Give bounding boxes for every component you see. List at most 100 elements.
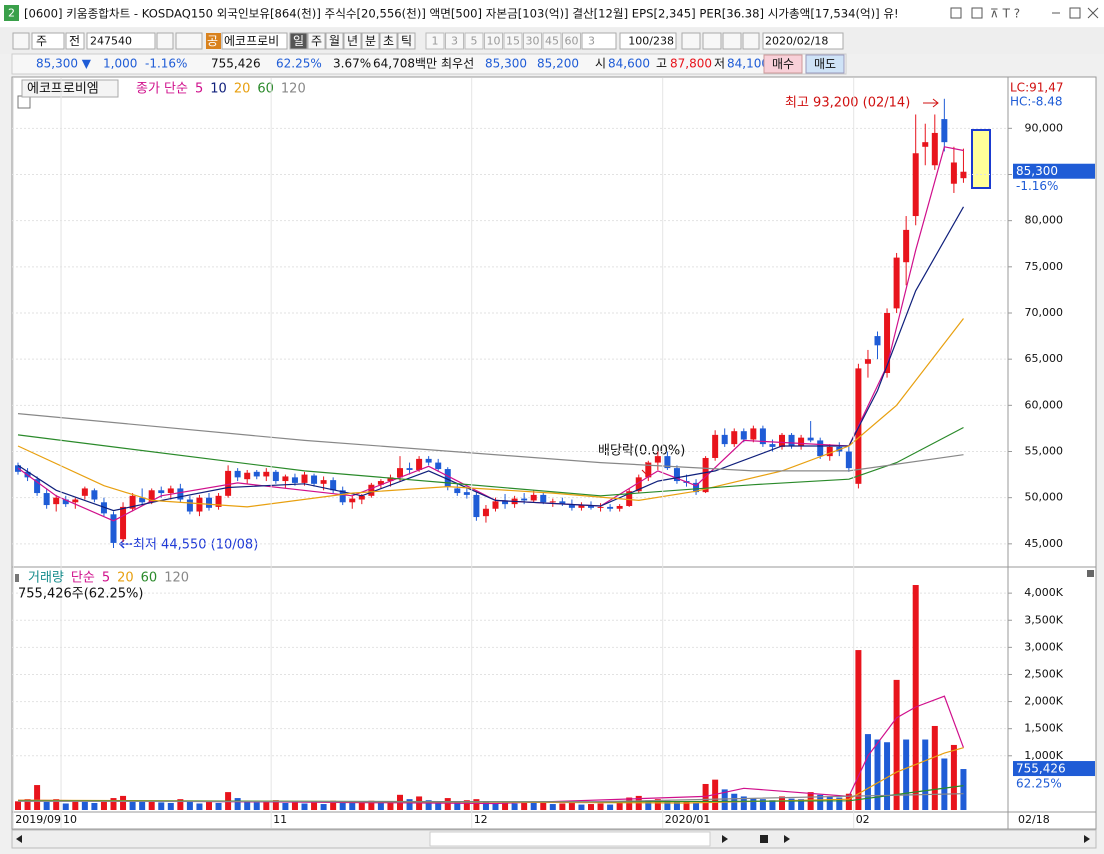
- candle-body: [750, 428, 757, 440]
- candle-body: [817, 440, 824, 457]
- candle-body: [482, 508, 489, 517]
- candle-body: [282, 476, 289, 482]
- candle-body: [196, 497, 203, 512]
- period-button[interactable]: [379, 32, 398, 50]
- range-box[interactable]: [619, 32, 677, 50]
- volume-bar: [72, 800, 79, 810]
- period-button[interactable]: [289, 32, 308, 50]
- number-button[interactable]: [542, 32, 562, 50]
- scroll-thumb[interactable]: [429, 831, 711, 847]
- volume-bar: [578, 804, 585, 810]
- number-text: 60: [565, 35, 579, 48]
- volume-bar: [215, 802, 222, 810]
- volume-bar: [750, 798, 757, 810]
- volume-bar: [330, 800, 337, 810]
- date-box[interactable]: [762, 32, 844, 50]
- y-tick-label: 75,000: [1025, 260, 1064, 273]
- candle-body: [588, 505, 594, 508]
- window-buttons[interactable]: [950, 7, 1099, 19]
- period-button[interactable]: [343, 32, 362, 50]
- candle-body: [702, 457, 709, 493]
- period-button[interactable]: [325, 32, 344, 50]
- number-text: 45: [545, 35, 559, 48]
- candle-body: [339, 490, 346, 503]
- candle-body: [272, 471, 279, 482]
- pane-close[interactable]: [1087, 570, 1094, 577]
- volume-bar: [62, 803, 69, 810]
- compare-box[interactable]: [65, 32, 85, 50]
- high-annotation: 최고 93,200 (02/14): [785, 96, 910, 111]
- search-btn[interactable]: [156, 32, 174, 50]
- candle-body: [454, 488, 461, 494]
- candle-body: [129, 495, 136, 509]
- period-text: 분: [365, 34, 376, 48]
- candle-body: [845, 451, 852, 469]
- candle-body: [607, 506, 614, 509]
- number-button[interactable]: [425, 32, 445, 50]
- period-button[interactable]: [307, 32, 326, 50]
- candle-body: [53, 497, 60, 505]
- number-button[interactable]: [445, 32, 464, 50]
- candle-body: [167, 488, 174, 494]
- volume-bar: [186, 800, 193, 810]
- compare-text: 전: [69, 34, 80, 48]
- kind-select[interactable]: [31, 32, 65, 50]
- sell-button[interactable]: [805, 54, 845, 74]
- nav-buttons[interactable]: [16, 835, 1090, 843]
- tool-icon[interactable]: [702, 32, 722, 50]
- quote-high: 87,800: [670, 57, 712, 71]
- number-button[interactable]: [484, 32, 503, 50]
- period-button[interactable]: [361, 32, 380, 50]
- quote: 85,300 ▼ 1,000 -1.16% 755,426 62.25% 3.6…: [36, 57, 769, 71]
- tool-icon[interactable]: [681, 32, 701, 50]
- volume-bar: [568, 802, 575, 810]
- volume-bar: [206, 801, 212, 810]
- volume-bar: [358, 801, 365, 810]
- gong-bg[interactable]: [206, 33, 221, 49]
- y-tick-label: 1,500K: [1024, 722, 1063, 735]
- next-candle-box: [971, 129, 991, 189]
- sound-btn[interactable]: [175, 32, 203, 50]
- volume-bar: [549, 804, 556, 810]
- number-button[interactable]: [562, 32, 581, 50]
- volume-bar: [263, 801, 270, 810]
- number-button[interactable]: [464, 32, 484, 50]
- candle-body: [215, 495, 222, 507]
- number-button[interactable]: [523, 32, 542, 50]
- quote-low: 84,100: [727, 57, 769, 71]
- code-input[interactable]: [86, 32, 156, 50]
- y-tick-label: 50,000: [1025, 491, 1064, 504]
- legend-entry: 단순: [71, 571, 95, 586]
- tool-icon[interactable]: [12, 32, 30, 50]
- number-text: 30: [526, 35, 540, 48]
- candle-body: [81, 488, 88, 496]
- candle-body: [301, 474, 308, 483]
- ma-line: [17, 318, 964, 508]
- candle-body: [712, 434, 719, 458]
- pane-grip: [15, 574, 19, 582]
- candle-body: [225, 470, 232, 496]
- volume-bar: [244, 800, 251, 810]
- volume-bar: [673, 801, 680, 810]
- candle-body: [320, 480, 327, 484]
- volume-bar: [43, 801, 50, 810]
- count-box[interactable]: [581, 32, 617, 50]
- candle-body: [368, 484, 375, 496]
- name-box[interactable]: [221, 32, 288, 50]
- candle-body: [110, 514, 117, 543]
- tool-icon[interactable]: [722, 32, 742, 50]
- buy-button[interactable]: [763, 54, 803, 74]
- legend-entry: 10: [210, 82, 227, 97]
- volume-bar: [15, 801, 21, 810]
- last-volume-box: [1013, 761, 1095, 777]
- period-button[interactable]: [397, 32, 416, 50]
- volume-bar: [120, 795, 127, 810]
- volume-bar: [530, 802, 537, 810]
- y-tick-label: 2,500K: [1024, 667, 1063, 680]
- ma-line: [17, 413, 964, 472]
- number-button[interactable]: [503, 32, 523, 50]
- candle-body: [559, 501, 566, 505]
- volume-bar: [779, 796, 785, 810]
- settings-icon[interactable]: [742, 32, 760, 50]
